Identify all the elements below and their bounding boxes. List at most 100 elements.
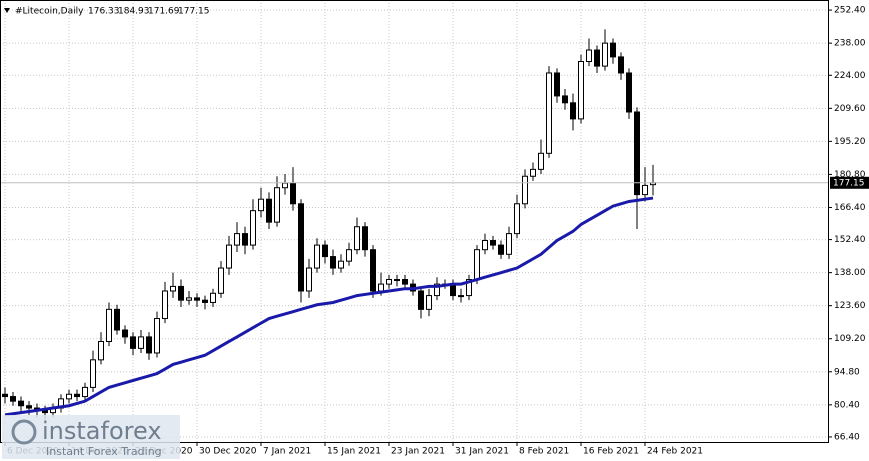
candle-body [562,95,568,104]
y-tick-label: 195.20 [834,137,866,147]
y-tick-label: 166.40 [834,203,866,213]
x-tick-label: 24 Feb 2021 [647,447,703,457]
x-tick-label: 8 Feb 2021 [519,447,569,457]
candle-body [378,283,384,292]
y-tick-label: 94.80 [834,367,860,377]
candle-body [2,393,8,398]
candle-body [370,249,376,292]
candle-body [570,102,576,120]
candle-body [298,203,304,292]
price-label: 177.15 [833,178,865,188]
candle-body [458,295,464,298]
candle-body [98,340,104,361]
candle-body [498,244,504,255]
candle-body [10,396,16,402]
candle-body [218,267,224,294]
candle-body [146,336,152,354]
ohlc-low: 171.69 [148,7,180,17]
watermark-slogan: Instant Forex Trading [46,445,162,458]
candle-body [106,308,112,342]
candle-body [290,182,296,205]
x-tick-label: 16 Feb 2021 [583,447,639,457]
x-tick-label: 7 Jan 2021 [263,447,311,457]
candle-body [242,233,248,246]
candle-body [154,318,160,354]
y-tick-label: 123.60 [834,301,866,311]
candle-body [594,49,600,67]
candle-body [418,290,424,310]
candle-body [586,49,592,63]
moving-average [4,196,654,417]
candle-body [602,42,608,67]
x-tick-label: 30 Dec 2020 [199,447,257,457]
candle-body [66,393,72,400]
watermark-logo [11,419,37,445]
candle-body [234,233,240,246]
candle-body [226,244,232,269]
candle-body [482,240,488,251]
y-tick-label: 224.00 [834,71,866,81]
y-tick-label: 152.40 [834,235,866,245]
candle-body [514,203,520,235]
ohlc-close: 177.15 [178,7,210,17]
candle-body [258,198,264,212]
candle-body [178,285,184,301]
candle-body [330,256,336,269]
ohlc-high: 184.93 [118,7,150,17]
candle-body [82,386,88,398]
candle-body [402,279,408,285]
x-tick-label: 23 Jan 2021 [391,447,445,457]
candle-body [90,359,96,388]
y-tick-label: 66.40 [834,432,860,442]
y-tick-label: 109.20 [834,334,866,344]
y-tick-label: 252.40 [834,6,866,16]
candle-body [250,210,256,246]
candle-body [490,240,496,246]
candle-body [394,279,400,282]
candle-body [170,285,176,292]
candle-body [362,226,368,251]
ohlc-open: 176.33 [88,7,120,17]
candle-body [642,184,648,196]
menu-arrow [4,8,10,13]
candle-body [610,42,616,58]
candle-body [186,297,192,301]
candle-body [538,152,544,170]
candle-body [74,393,80,398]
candle-body [202,299,208,303]
candle-body [618,56,624,74]
candle-body [474,249,480,281]
candle-body [626,72,632,113]
candle-body [546,72,552,154]
chart-title: #Litecoin,Daily [15,7,84,17]
candle-body [314,244,320,269]
x-tick-label: 31 Jan 2021 [455,447,509,457]
candle-body [434,283,440,297]
candle-body [266,198,272,223]
candle-body [130,336,136,349]
price-label-box [830,176,869,189]
candle-body [530,168,536,177]
watermark: instaforex Instant Forex Trading [2,415,180,459]
candle-body [354,226,360,251]
watermark-brand: instaforex [42,417,162,445]
candle-body [26,405,32,409]
y-tick-label: 80.40 [834,400,860,410]
candle-body [122,329,128,338]
y-tick-label: 238.00 [834,39,866,49]
candle-body [466,279,472,297]
candle-body [114,308,120,331]
candle-body [194,297,200,301]
candle-body [522,175,528,205]
plot-frame [0,0,829,443]
marks [0,29,828,420]
candle-body [554,72,560,97]
candle-body [18,400,24,407]
candle-body [634,111,640,196]
y-tick-label: 138.00 [834,268,866,278]
candle-body [426,295,432,310]
candle-body [162,290,168,320]
x-tick-label: 15 Jan 2021 [327,447,381,457]
